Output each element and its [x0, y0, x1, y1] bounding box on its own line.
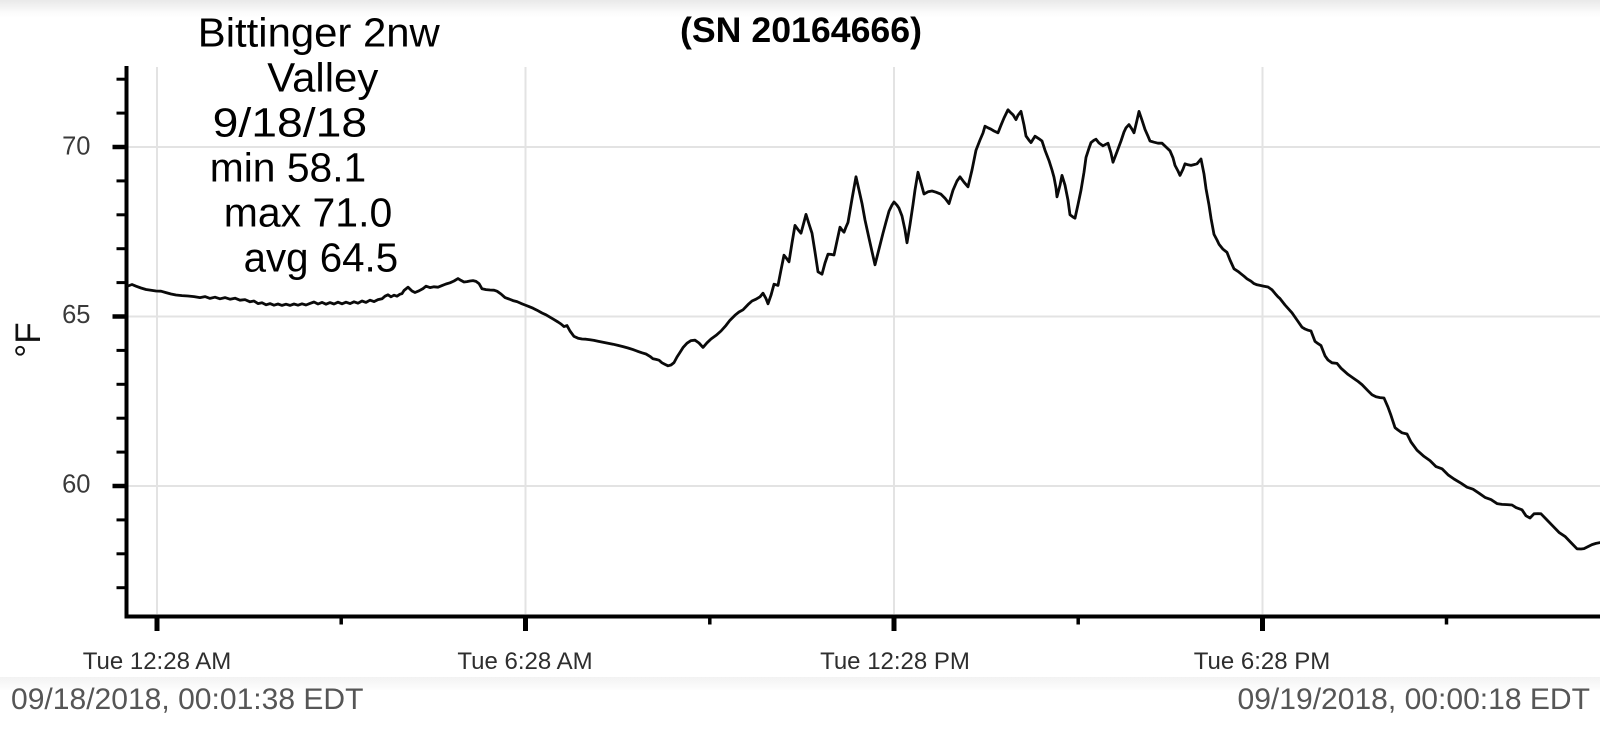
svg-text:60: 60 — [62, 471, 90, 499]
svg-text:min 58.1: min 58.1 — [210, 145, 367, 191]
svg-text:09/19/2018, 00:00:18 EDT: 09/19/2018, 00:00:18 EDT — [1238, 683, 1591, 716]
svg-text:70: 70 — [62, 133, 90, 161]
svg-text:max 71.0: max 71.0 — [224, 190, 393, 236]
svg-text:Tue 6:28 AM: Tue 6:28 AM — [457, 648, 592, 675]
svg-text:Bittinger 2nw: Bittinger 2nw — [198, 10, 440, 56]
svg-text:(SN 20164666): (SN 20164666) — [680, 11, 922, 50]
svg-text:65: 65 — [62, 301, 90, 329]
svg-text:Tue 12:28 AM: Tue 12:28 AM — [83, 648, 232, 675]
svg-text:Valley: Valley — [267, 55, 378, 101]
svg-text:9/18/18: 9/18/18 — [213, 100, 368, 146]
svg-text:Tue 12:28 PM: Tue 12:28 PM — [820, 648, 970, 675]
svg-text:°F: °F — [9, 322, 48, 357]
svg-text:Tue 6:28 PM: Tue 6:28 PM — [1194, 648, 1331, 675]
svg-text:avg 64.5: avg 64.5 — [244, 235, 399, 281]
svg-text:09/18/2018, 00:01:38 EDT: 09/18/2018, 00:01:38 EDT — [11, 683, 363, 716]
